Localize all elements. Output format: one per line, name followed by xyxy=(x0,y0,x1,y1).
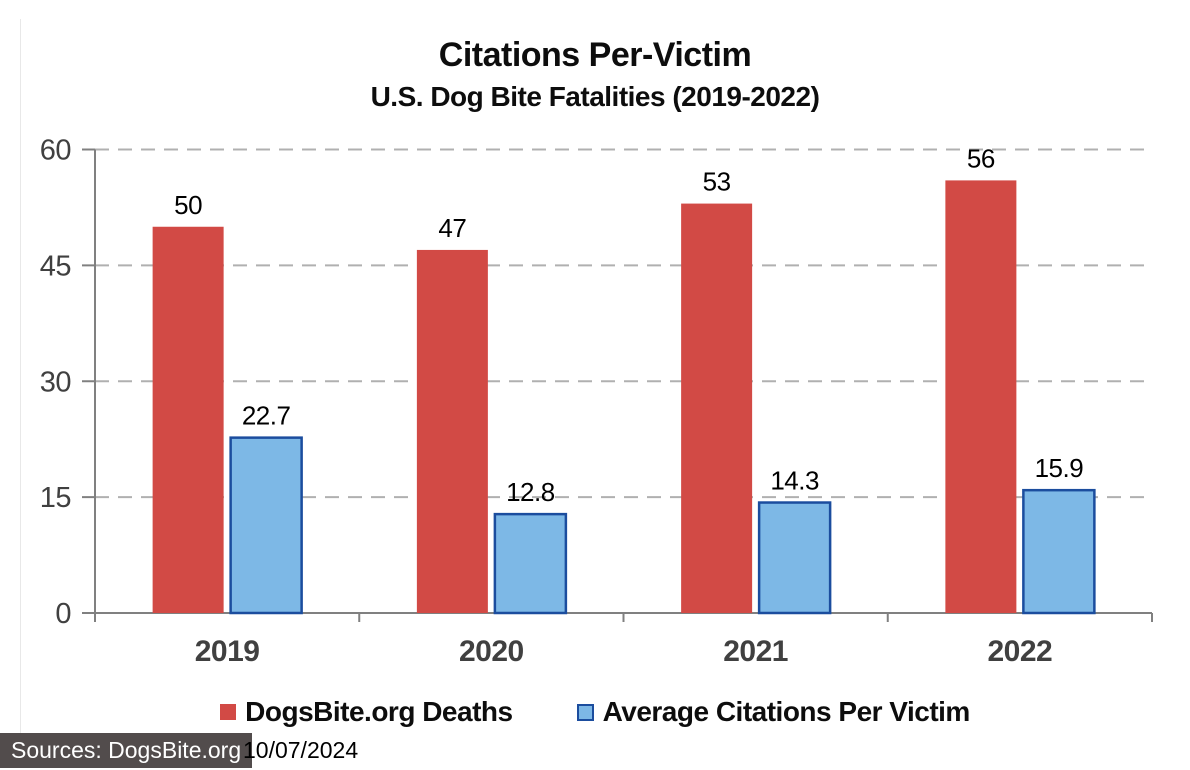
legend-swatch-citations xyxy=(576,703,594,721)
y-tick-label: 45 xyxy=(40,250,71,282)
y-tick-label: 15 xyxy=(40,482,71,514)
y-tick-label: 0 xyxy=(55,598,71,630)
bar-value-label: 14.3 xyxy=(770,466,819,496)
source-attribution-bar: Sources: DogsBite.org xyxy=(0,733,253,768)
bar-citations-2021 xyxy=(757,501,832,615)
chart-title: Citations Per-Victim xyxy=(438,36,752,74)
y-tick-label: 60 xyxy=(40,135,71,167)
left-edge-divider xyxy=(20,19,21,733)
legend-item-deaths: DogsBite.org Deaths xyxy=(220,696,513,728)
legend-swatch-deaths xyxy=(220,704,237,720)
chart-date: 10/07/2024 xyxy=(243,737,359,763)
x-category-label: 2020 xyxy=(459,635,524,668)
bar-citations-2019 xyxy=(229,436,303,615)
bar-deaths-2021 xyxy=(681,203,753,613)
x-category-label: 2021 xyxy=(723,635,788,668)
bar-deaths-2022 xyxy=(945,180,1017,613)
legend-item-citations: Average Citations Per Victim xyxy=(576,696,971,728)
bar-citations-2020 xyxy=(493,512,568,615)
chart-subtitle: U.S. Dog Bite Fatalities (2019-2022) xyxy=(370,81,820,112)
legend-label-deaths: DogsBite.org Deaths xyxy=(245,696,513,727)
bar-deaths-2020 xyxy=(416,249,488,614)
bar-value-label: 22.7 xyxy=(242,401,291,431)
bar-citations-2022 xyxy=(1022,488,1096,615)
bar-value-label: 53 xyxy=(703,167,731,197)
bar-value-label: 12.8 xyxy=(506,477,555,507)
legend-label-citations: Average Citations Per Victim xyxy=(602,696,971,727)
bar-deaths-2019 xyxy=(152,226,224,613)
y-tick-label: 30 xyxy=(40,366,71,398)
bar-value-label: 15.9 xyxy=(1035,453,1084,483)
bar-value-label: 56 xyxy=(967,143,995,173)
chart-legend: DogsBite.org Deaths Average Citations Pe… xyxy=(0,696,1190,728)
x-category-label: 2022 xyxy=(988,635,1053,668)
x-category-label: 2019 xyxy=(195,635,260,668)
bar-value-label: 47 xyxy=(438,213,466,243)
bar-value-label: 50 xyxy=(174,190,202,220)
